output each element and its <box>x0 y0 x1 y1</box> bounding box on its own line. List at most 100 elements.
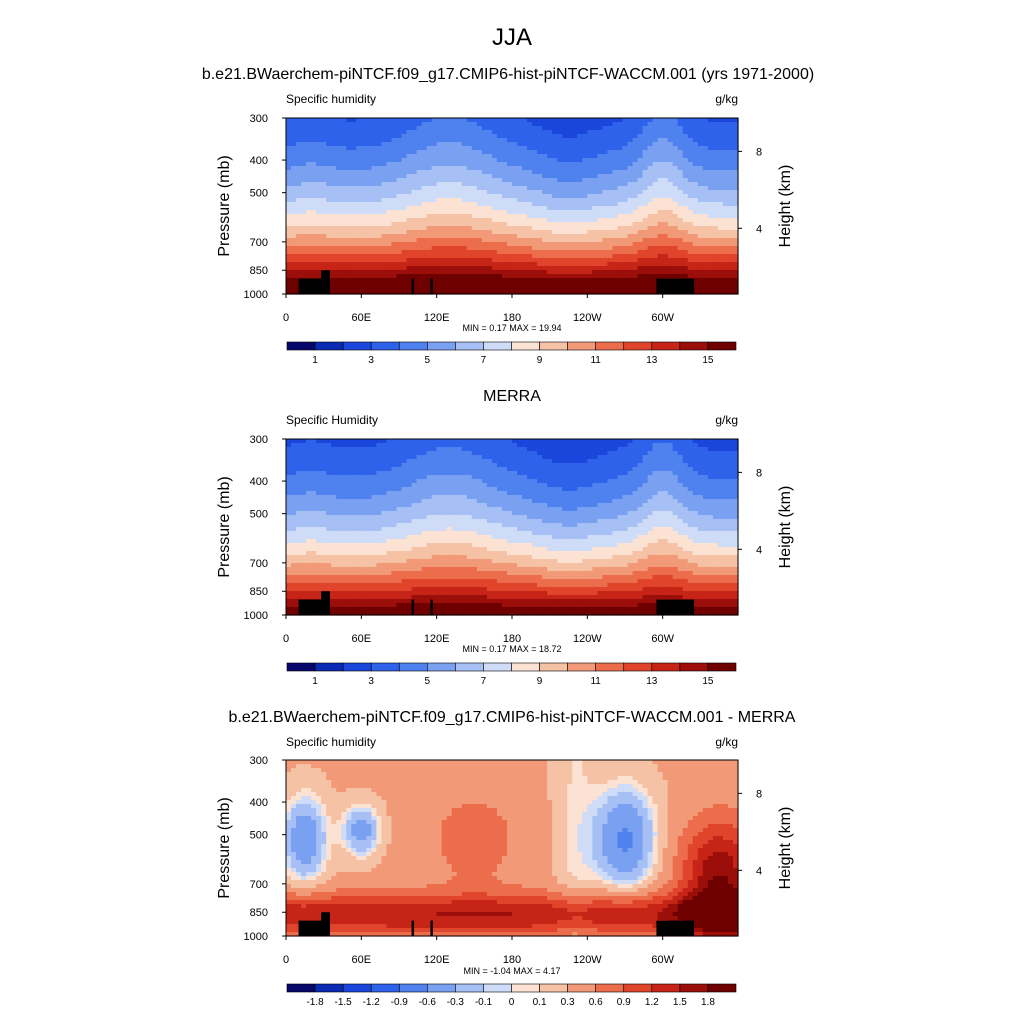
field-cell <box>707 290 714 295</box>
field-cell <box>341 447 347 452</box>
field-cell <box>522 262 528 267</box>
field-cell <box>587 206 593 211</box>
field-cell <box>401 262 408 267</box>
field-cell <box>361 523 367 528</box>
field-cell <box>471 198 478 203</box>
field-cell <box>572 174 578 179</box>
field-cell <box>577 142 583 147</box>
field-cell <box>286 158 292 163</box>
field-cell <box>672 154 679 159</box>
field-cell <box>391 214 398 219</box>
field-cell <box>391 130 398 135</box>
field-cell <box>687 230 694 235</box>
field-cell <box>702 226 709 231</box>
field-cells <box>286 439 739 616</box>
field-cell <box>286 118 292 123</box>
field-cell <box>506 194 513 199</box>
field-cell <box>411 242 418 247</box>
field-cell <box>436 274 443 279</box>
field-cell <box>717 130 724 135</box>
field-cell <box>552 130 558 135</box>
field-cell <box>481 166 488 171</box>
field-cell <box>597 282 603 287</box>
field-cell <box>522 142 528 147</box>
field-cell <box>371 463 377 468</box>
field-cell <box>562 178 568 183</box>
field-cell <box>406 174 413 179</box>
field-cell <box>717 262 724 267</box>
field-cell <box>476 258 483 263</box>
field-cell <box>622 266 629 271</box>
field-cell <box>627 190 634 195</box>
field-cell <box>592 158 598 163</box>
field-cell <box>647 242 654 247</box>
field-cell <box>672 270 679 275</box>
field-cell <box>291 503 297 508</box>
field-cell <box>582 182 588 187</box>
field-cell <box>602 186 609 191</box>
field-cell <box>336 270 342 275</box>
field-cell <box>376 575 383 580</box>
field-cell <box>722 178 729 183</box>
field-cell <box>597 238 603 243</box>
field-cell <box>371 158 377 163</box>
field-cell <box>321 471 327 476</box>
field-cell <box>662 146 669 151</box>
field-cell <box>286 290 292 295</box>
field-cell <box>461 274 468 279</box>
field-cell <box>567 258 573 263</box>
field-cell <box>501 170 508 175</box>
field-cell <box>652 130 659 135</box>
field-cell <box>376 531 383 536</box>
field-cell <box>401 266 408 271</box>
field-cell <box>466 134 473 139</box>
field-cell <box>682 226 689 231</box>
field-cell <box>396 174 403 179</box>
field-cell <box>547 150 553 155</box>
field-cell <box>461 226 468 231</box>
field-cell <box>336 599 342 604</box>
field-cell <box>351 475 357 480</box>
field-cell <box>506 290 513 295</box>
field-cell <box>341 579 347 584</box>
field-cell <box>351 170 357 175</box>
field-cell <box>401 158 408 163</box>
field-cell <box>326 579 332 584</box>
field-cell <box>522 186 528 191</box>
field-cell <box>587 274 593 279</box>
field-cell <box>416 178 423 183</box>
field-cell <box>471 202 478 207</box>
field-cell <box>351 206 357 211</box>
field-cell <box>727 166 734 171</box>
field-cell <box>592 134 598 139</box>
field-cell <box>677 150 684 155</box>
field-cell <box>582 186 588 191</box>
field-cell <box>371 242 377 247</box>
field-cell <box>597 118 603 123</box>
field-cell <box>607 198 614 203</box>
field-cell <box>662 214 669 219</box>
field-cell <box>311 547 317 552</box>
field-cell <box>672 246 679 251</box>
field-cell <box>667 150 674 155</box>
field-cell <box>481 162 488 167</box>
field-cell <box>431 246 438 251</box>
field-cell <box>431 226 438 231</box>
field-cell <box>331 254 337 259</box>
field-cell <box>712 290 719 295</box>
field-cell <box>311 154 317 159</box>
field-cell <box>346 142 352 147</box>
field-cell <box>381 134 388 139</box>
field-cell <box>712 218 719 223</box>
field-cell <box>321 250 327 255</box>
field-cell <box>532 206 538 211</box>
field-cell <box>567 178 573 183</box>
field-cell <box>552 282 558 287</box>
field-cell <box>301 138 307 143</box>
field-cell <box>356 599 362 604</box>
field-cell <box>506 170 513 175</box>
field-cell <box>361 138 367 143</box>
field-cell <box>301 559 307 564</box>
field-cell <box>567 162 573 167</box>
field-cell <box>727 126 734 131</box>
